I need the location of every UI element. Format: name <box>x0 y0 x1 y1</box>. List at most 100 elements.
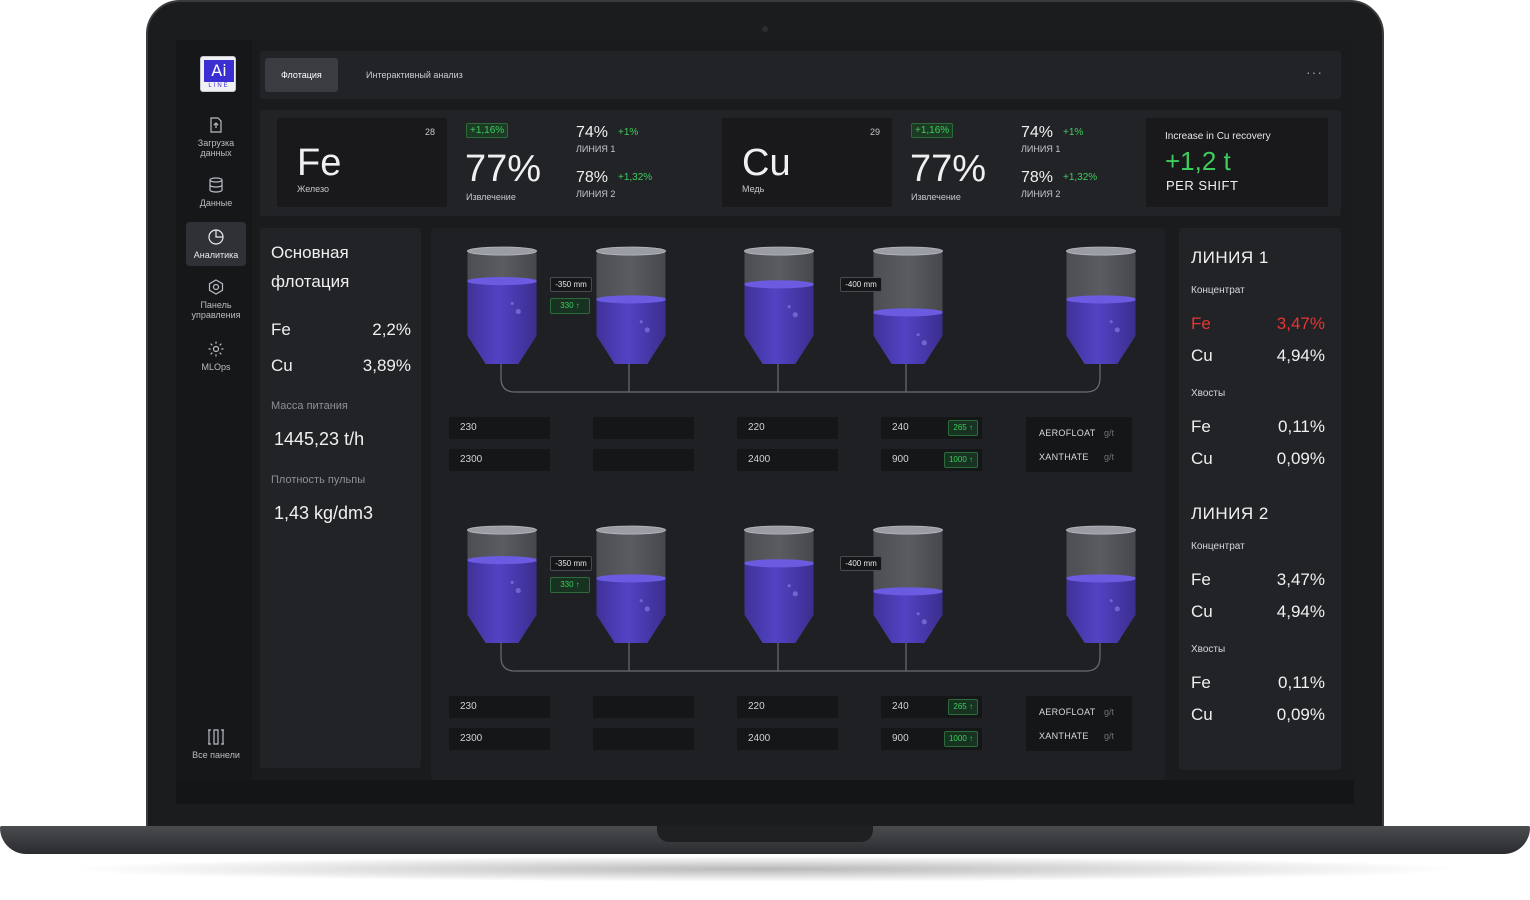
tab-interactive-analysis[interactable]: Интерактивный анализ <box>366 70 463 80</box>
sidebar-item-label: Все панели <box>192 750 240 760</box>
gear-icon <box>208 341 224 357</box>
param-field[interactable]: 220 <box>737 696 838 718</box>
fe-line2-delta: +1,32% <box>618 172 653 183</box>
recovery-card-title: Increase in Cu recovery <box>1165 131 1271 142</box>
level-indicator: -400 mm <box>840 277 882 292</box>
flotation-cell-5[interactable] <box>1064 525 1138 645</box>
line1-tails-cu-label: Cu <box>1191 449 1213 468</box>
param-field-empty[interactable] <box>593 728 694 750</box>
setpoint-badge[interactable]: 265 ↑ <box>948 420 978 436</box>
line2-tails-fe-label: Fe <box>1191 673 1211 692</box>
sidebar-item-control-panel[interactable]: Панель управления <box>186 278 246 326</box>
feed-mass-label: Масса питания <box>271 400 348 412</box>
param-field[interactable]: 2300 <box>449 728 550 750</box>
level-setpoint[interactable]: 330 ↑ <box>550 577 590 593</box>
control-panel-icon <box>208 279 224 295</box>
param-field[interactable]: 2400 <box>737 449 838 471</box>
arrow-up-icon: ↑ <box>969 734 973 743</box>
recovery-card-period: PER SHIFT <box>1166 178 1239 193</box>
line1-tails-cu-row: Cu 0,09% <box>1191 449 1325 469</box>
flotation-cell-4[interactable] <box>871 246 945 366</box>
fe-line2-label: ЛИНИЯ 2 <box>576 189 616 199</box>
param-field-empty[interactable] <box>593 449 694 471</box>
line2-conc-cu-value: 4,94% <box>1276 602 1325 621</box>
param-field-empty[interactable] <box>593 417 694 439</box>
reagents-box[interactable]: AEROFLOAT g/t XANTHATE g/t <box>1026 417 1132 472</box>
line2-tails-cu-row: Cu 0,09% <box>1191 705 1325 725</box>
arrow-up-icon: ↑ <box>575 580 580 589</box>
param-field[interactable]: 230 <box>449 696 550 718</box>
sidebar-item-data[interactable]: Данные <box>186 176 246 212</box>
line2-conc-fe-row: Fe 3,47% <box>1191 570 1325 590</box>
panel-title-line1: Основная <box>271 243 349 262</box>
flotation-cell-5[interactable] <box>1064 246 1138 366</box>
line1-conc-cu-value: 4,94% <box>1276 346 1325 365</box>
sidebar-item-mlops[interactable]: MLOps <box>186 340 246 376</box>
param-field[interactable]: 240 265 ↑ <box>881 417 982 439</box>
cu-line1-delta: +1% <box>1063 127 1084 138</box>
flotation-cell-2[interactable] <box>594 525 668 645</box>
flotation-scheme: -350 mm 330 ↑ -400 mm 230 2300 220 2400 240 265 … <box>431 228 1165 780</box>
element-symbol: Fe <box>297 142 342 184</box>
sidebar-item-label: Аналитика <box>193 250 239 260</box>
setpoint-badge[interactable]: 1000 ↑ <box>943 731 978 747</box>
line1-concentrate-label: Концентрат <box>1191 285 1245 296</box>
pipe-connections <box>500 643 1101 672</box>
setpoint-badge[interactable]: 1000 ↑ <box>943 452 978 468</box>
sidebar-item-label: MLOps <box>201 362 231 372</box>
recovery-delta-fe: +1,16% <box>466 120 509 138</box>
param-field[interactable]: 900 1000 ↑ <box>881 728 982 750</box>
element-card-cu[interactable]: Cu Медь 29 <box>722 118 892 207</box>
cu-recovery-card[interactable]: Increase in Cu recovery +1,2 t PER SHIFT <box>1146 118 1328 207</box>
recovery-value-fe: 77% <box>465 148 542 190</box>
recovery-card-value: +1,2 t <box>1165 146 1231 176</box>
level-setpoint[interactable]: 330 ↑ <box>550 298 590 314</box>
flotation-cell-4[interactable] <box>871 525 945 645</box>
flotation-cell-2[interactable] <box>594 246 668 366</box>
sidebar-item-all-panels[interactable]: Все панели <box>186 728 246 764</box>
param-field[interactable]: 2300 <box>449 449 550 471</box>
more-icon[interactable]: ··· <box>1306 64 1323 80</box>
param-field[interactable]: 900 1000 ↑ <box>881 449 982 471</box>
param-field[interactable]: 220 <box>737 417 838 439</box>
logo-mark: Ai <box>204 60 234 82</box>
line2-tails-fe-row: Fe 0,11% <box>1191 673 1325 693</box>
param-field[interactable]: 230 <box>449 417 550 439</box>
pulp-density-label: Плотность пульпы <box>271 474 366 486</box>
flotation-cell-3[interactable] <box>742 246 816 366</box>
flotation-cell-3[interactable] <box>742 525 816 645</box>
element-card-fe[interactable]: Fe Железо 28 <box>277 118 447 207</box>
app-logo[interactable]: Ai LINE <box>200 56 236 92</box>
feed-fe-value: 2,2% <box>372 320 411 339</box>
element-name: Медь <box>742 184 765 194</box>
sidebar-item-label: Загрузка данных <box>197 138 235 158</box>
element-name: Железо <box>297 184 329 194</box>
tab-flotation[interactable]: Флотация <box>265 58 338 92</box>
setpoint-badge[interactable]: 265 ↑ <box>948 699 978 715</box>
reagents-box[interactable]: AEROFLOAT g/t XANTHATE g/t <box>1026 696 1132 751</box>
feed-cu-row: Cu 3,89% <box>271 356 411 376</box>
kpi-strip: Fe Железо 28 +1,16% 77% Извлечение 74% +… <box>260 110 1341 216</box>
sidebar-item-label: Панель управления <box>191 300 241 320</box>
cu-line1-label: ЛИНИЯ 1 <box>1021 144 1061 154</box>
reagent-name: XANTHATE <box>1039 452 1089 462</box>
sidebar-item-analytics[interactable]: Аналитика <box>186 222 246 266</box>
param-field[interactable]: 2400 <box>737 728 838 750</box>
element-symbol: Cu <box>742 142 791 184</box>
cu-line1-pct: 74% <box>1021 124 1054 141</box>
line1-tails-fe-value: 0,11% <box>1278 417 1325 436</box>
param-field[interactable]: 240 265 ↑ <box>881 696 982 718</box>
param-field-empty[interactable] <box>593 696 694 718</box>
sidebar-item-upload[interactable]: Загрузка данных <box>186 112 246 160</box>
reagent-unit: g/t <box>1104 452 1115 462</box>
recovery-label-fe: Извлечение <box>466 192 516 202</box>
pulp-density-value: 1,43 kg/dm3 <box>274 503 374 523</box>
line1-conc-cu-label: Cu <box>1191 346 1213 365</box>
panel-title: Основная флотация <box>271 238 349 296</box>
flotation-cell-1[interactable] <box>465 525 539 645</box>
level-indicator: -350 mm <box>550 556 592 571</box>
feed-cu-value: 3,89% <box>362 356 411 375</box>
flotation-cell-1[interactable] <box>465 246 539 366</box>
line2-tails-cu-value: 0,09% <box>1276 705 1325 724</box>
feed-fe-row: Fe 2,2% <box>271 320 411 340</box>
